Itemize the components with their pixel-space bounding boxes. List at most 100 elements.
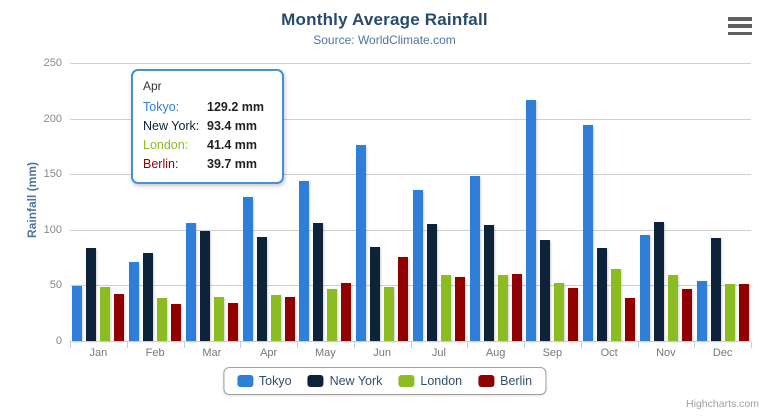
x-axis-line xyxy=(70,341,751,342)
bar-london-oct[interactable] xyxy=(611,268,622,341)
tooltip-row-tokyo: Tokyo: 129.2 mm xyxy=(143,98,272,117)
bar-london-sep[interactable] xyxy=(554,282,565,341)
x-axis-label-dec: Dec xyxy=(712,347,733,359)
hamburger-icon xyxy=(728,31,752,35)
chart-title: Monthly Average Rainfall xyxy=(281,10,488,29)
tooltip-row-new-york: New York: 93.4 mm xyxy=(143,117,272,136)
x-axis-tick xyxy=(694,342,696,348)
x-axis-tick xyxy=(467,342,469,348)
tooltip-series-label: Tokyo: xyxy=(143,100,180,114)
bar-new-york-feb[interactable] xyxy=(143,253,154,341)
bar-new-york-jun[interactable] xyxy=(370,247,381,341)
bar-new-york-nov[interactable] xyxy=(653,222,664,341)
bar-berlin-dec[interactable] xyxy=(738,284,749,341)
bar-london-jan[interactable] xyxy=(100,286,111,341)
bar-tokyo-nov[interactable] xyxy=(639,234,650,341)
hamburger-icon xyxy=(728,17,752,21)
x-axis-label-jan: Jan xyxy=(89,347,108,359)
bar-tokyo-jan[interactable] xyxy=(72,285,83,341)
bar-tokyo-oct[interactable] xyxy=(583,125,594,341)
legend-item-berlin[interactable]: Berlin xyxy=(478,374,532,388)
tooltip-series-value: 41.4 mm xyxy=(207,138,258,152)
legend-item-new-york[interactable]: New York xyxy=(307,374,382,388)
gridline xyxy=(70,118,751,120)
bar-berlin-sep[interactable] xyxy=(568,288,579,341)
context-menu-button[interactable] xyxy=(728,17,754,35)
bar-tokyo-jun[interactable] xyxy=(356,145,367,341)
x-axis-labels: Jan Feb Mar Apr May Jun Jul Aug Sep Oct Nov Dec xyxy=(70,347,751,359)
bar-tokyo-feb[interactable] xyxy=(129,261,140,341)
y-axis-tick-label: 50 xyxy=(49,279,62,292)
bar-tokyo-aug[interactable] xyxy=(469,175,480,341)
bar-new-york-aug[interactable] xyxy=(483,225,494,341)
bar-berlin-oct[interactable] xyxy=(625,297,636,341)
bar-berlin-aug[interactable] xyxy=(511,273,522,341)
bar-new-york-apr[interactable] xyxy=(256,237,267,341)
bar-new-york-oct[interactable] xyxy=(597,248,608,341)
x-axis-tick xyxy=(70,342,71,348)
credits-link[interactable]: Highcharts.com xyxy=(686,398,759,410)
bar-berlin-jul[interactable] xyxy=(454,277,465,341)
bar-london-may[interactable] xyxy=(327,288,338,341)
tooltip-series-label: New York: xyxy=(143,119,200,133)
bar-new-york-mar[interactable] xyxy=(199,231,210,341)
bar-tokyo-mar[interactable] xyxy=(185,222,196,341)
bar-berlin-jan[interactable] xyxy=(114,293,125,341)
legend-symbol-new-york xyxy=(307,375,324,387)
tooltip-series-label: London: xyxy=(143,138,189,152)
x-axis-tick xyxy=(240,342,242,348)
bar-berlin-feb[interactable] xyxy=(171,304,182,341)
x-axis-label-apr: Apr xyxy=(260,347,278,359)
y-axis-tick-label: 150 xyxy=(43,168,62,181)
bar-group-dec xyxy=(694,63,751,341)
y-axis-tick-label: 200 xyxy=(43,112,62,125)
legend: Tokyo New York London Berlin xyxy=(222,367,547,395)
bar-london-dec[interactable] xyxy=(724,284,735,341)
bar-london-feb[interactable] xyxy=(157,297,168,341)
bar-berlin-apr[interactable] xyxy=(284,296,295,341)
bar-group-may xyxy=(297,63,354,341)
bar-group-jun xyxy=(354,63,411,341)
gridline xyxy=(70,285,751,287)
bar-new-york-jan[interactable] xyxy=(86,248,97,341)
bar-london-mar[interactable] xyxy=(213,297,224,341)
x-axis-label-aug: Aug xyxy=(485,347,506,359)
hamburger-icon xyxy=(728,24,752,28)
bar-new-york-may[interactable] xyxy=(313,223,324,341)
tooltip-series-value: 129.2 mm xyxy=(207,100,264,114)
bar-london-nov[interactable] xyxy=(667,275,678,341)
bar-new-york-sep[interactable] xyxy=(540,239,551,341)
bar-tokyo-jul[interactable] xyxy=(412,190,423,341)
bar-berlin-jun[interactable] xyxy=(398,257,409,341)
bar-london-aug[interactable] xyxy=(497,274,508,341)
legend-symbol-tokyo xyxy=(236,375,253,387)
bar-berlin-may[interactable] xyxy=(341,282,352,341)
bar-tokyo-apr[interactable] xyxy=(242,197,253,341)
bar-group-oct xyxy=(581,63,638,341)
bar-group-feb xyxy=(127,63,184,341)
x-axis-tick xyxy=(580,342,582,348)
gridline xyxy=(70,63,751,64)
x-axis-tick xyxy=(183,342,185,348)
bar-berlin-mar[interactable] xyxy=(227,302,238,341)
legend-item-london[interactable]: London xyxy=(398,374,462,388)
bar-london-jun[interactable] xyxy=(384,287,395,341)
x-axis-tick xyxy=(410,342,412,348)
bar-tokyo-may[interactable] xyxy=(299,180,310,341)
legend-label: Berlin xyxy=(500,374,533,388)
bar-group-aug xyxy=(467,63,524,341)
chart-subtitle: Source: WorldClimate.com xyxy=(313,33,456,47)
bar-london-apr[interactable] xyxy=(270,294,281,341)
bar-group-mar xyxy=(184,63,241,341)
bar-london-jul[interactable] xyxy=(440,275,451,341)
bar-berlin-nov[interactable] xyxy=(681,288,692,341)
tooltip-rows: Tokyo: 129.2 mm New York: 93.4 mm London: 41.… xyxy=(143,98,272,174)
legend-item-tokyo[interactable]: Tokyo xyxy=(236,374,292,388)
bar-tokyo-dec[interactable] xyxy=(696,280,707,341)
bar-new-york-dec[interactable] xyxy=(710,238,721,341)
bar-new-york-jul[interactable] xyxy=(426,224,437,341)
bar-group-jul xyxy=(411,63,468,341)
x-axis-tick xyxy=(353,342,355,348)
bar-tokyo-sep[interactable] xyxy=(526,100,537,341)
